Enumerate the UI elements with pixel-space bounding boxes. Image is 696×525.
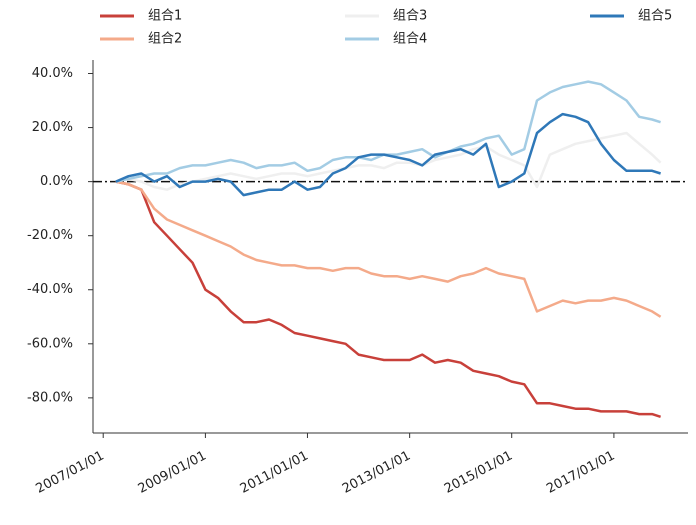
x-tick-label: 2013/01/01	[340, 448, 413, 496]
x-tick-label: 2015/01/01	[442, 448, 515, 496]
legend-label: 组合2	[148, 32, 182, 47]
x-tick-label: 2007/01/01	[34, 448, 107, 496]
y-tick-label: -20.0%	[27, 228, 73, 243]
legend-label: 组合1	[148, 9, 182, 24]
y-tick-label: -80.0%	[27, 390, 73, 405]
series-line	[115, 131, 662, 191]
legend-label: 组合3	[393, 9, 427, 24]
series-line	[115, 180, 661, 418]
x-tick-label: 2009/01/01	[136, 448, 209, 496]
series-line	[115, 180, 662, 318]
legend-label: 组合4	[393, 32, 427, 47]
x-tick-label: 2011/01/01	[238, 448, 311, 496]
y-tick-label: 40.0%	[32, 66, 73, 81]
y-tick-label: -60.0%	[27, 336, 73, 351]
series-line	[115, 112, 661, 197]
y-tick-label: -40.0%	[27, 282, 73, 297]
series-line	[115, 80, 661, 183]
x-tick-label: 2017/01/01	[544, 448, 617, 496]
legend-label: 组合5	[638, 9, 672, 24]
y-tick-label: 0.0%	[40, 174, 73, 189]
y-tick-label: 20.0%	[32, 120, 73, 135]
